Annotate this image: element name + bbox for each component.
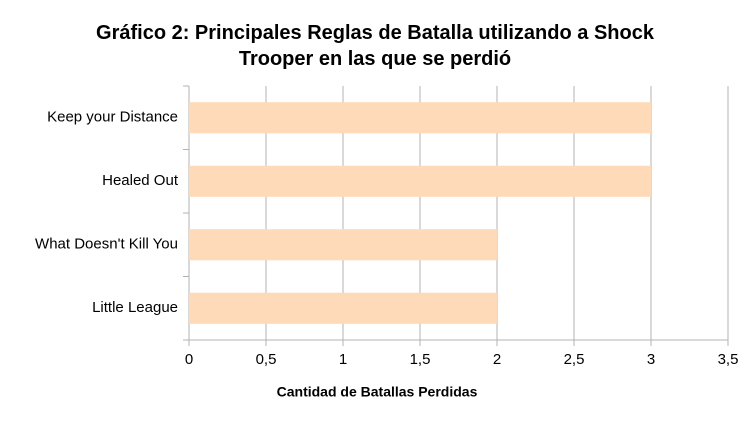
- x-tick-label: 2: [493, 351, 501, 368]
- x-tick-label: 0: [185, 351, 193, 368]
- bar: [189, 229, 497, 261]
- y-tick-label: Keep your Distance: [47, 109, 178, 126]
- y-tick-label: What Doesn't Kill You: [35, 236, 178, 253]
- bar: [189, 102, 651, 134]
- y-tick-label: Healed Out: [102, 172, 179, 189]
- x-tick-label: 1,5: [410, 351, 431, 368]
- x-axis-label: Cantidad de Batallas Perdidas: [277, 384, 478, 400]
- x-tick-label: 0,5: [256, 351, 277, 368]
- chart-title: Gráfico 2: Principales Reglas de Batalla…: [96, 22, 654, 70]
- x-tick-label: 2,5: [564, 351, 585, 368]
- bar: [189, 292, 497, 324]
- x-tick-label: 1: [339, 351, 347, 368]
- bar: [189, 165, 651, 197]
- y-tick-label: Little League: [92, 299, 178, 316]
- x-tick-label: 3: [647, 351, 655, 368]
- x-tick-label: 3,5: [718, 351, 739, 368]
